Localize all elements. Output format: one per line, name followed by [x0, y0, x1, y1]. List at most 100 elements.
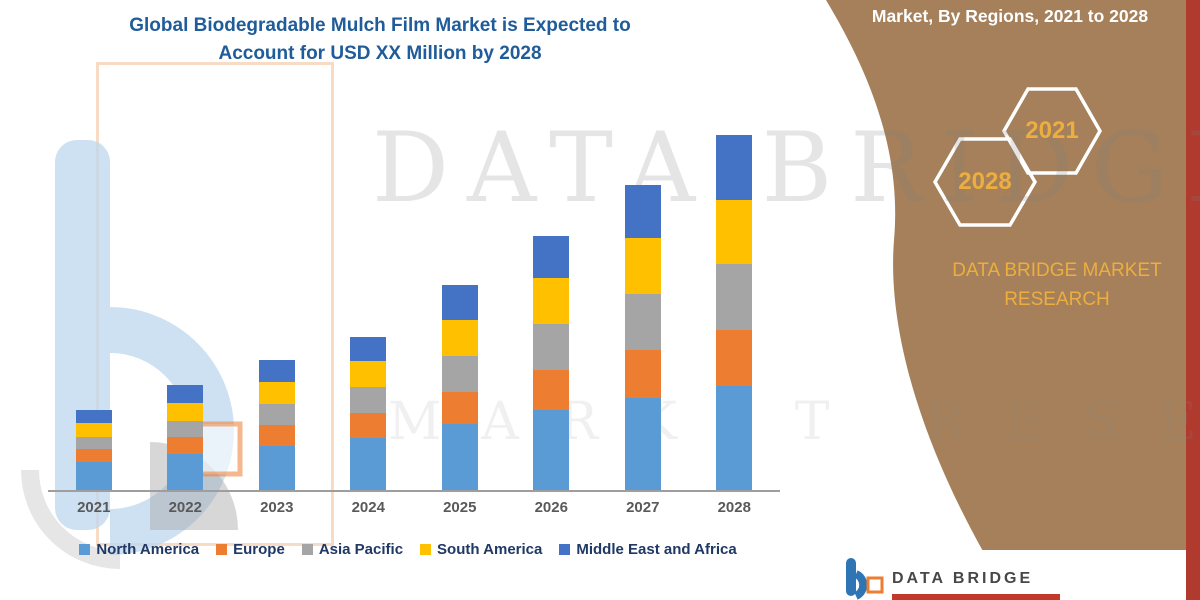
bar-2021: [75, 410, 112, 490]
hexagon-2021-icon: [1001, 87, 1103, 175]
legend-swatch-icon: [420, 544, 432, 555]
bar-segment-north-america: [350, 438, 387, 490]
bar-segment-middle-east-and-africa: [624, 185, 661, 238]
brand-text: DATA BRIDGE MARKET RESEARCH: [928, 256, 1186, 315]
legend-label: North America: [96, 541, 200, 558]
data-bridge-logo-icon: [846, 558, 884, 600]
legend-item-middle-east-and-africa: Middle East and Africa: [559, 541, 737, 558]
bar-segment-asia-pacific: [624, 294, 661, 350]
legend-label: Middle East and Africa: [576, 541, 737, 558]
legend-item-north-america: North America: [79, 541, 199, 558]
stacked-bar-chart: 2021 2022 2023 2024 2025 2026 2027 2028: [48, 128, 780, 516]
x-axis-label-2022: 2022: [168, 499, 202, 516]
bar-2028: [716, 135, 753, 490]
bar-segment-north-america: [624, 398, 661, 490]
bar-segment-south-america: [624, 238, 661, 294]
footer-brand-text: DATA BRIDGE: [892, 570, 1034, 587]
legend-swatch-icon: [216, 544, 228, 555]
chart-title-line2: Account for USD XX Million by 2028: [218, 42, 542, 64]
bar-segment-south-america: [716, 200, 753, 264]
legend-item-south-america: South America: [420, 541, 542, 558]
bar-segment-europe: [167, 437, 204, 454]
bar-segment-south-america: [350, 361, 387, 387]
legend-label: South America: [437, 541, 543, 558]
bar-2024: [350, 337, 387, 490]
bar-segment-asia-pacific: [167, 421, 204, 437]
bar-segment-south-america: [441, 320, 478, 356]
bar-column-2024: [323, 337, 415, 490]
legend-swatch-icon: [79, 544, 91, 555]
bar-segment-europe: [75, 449, 112, 462]
bar-segment-europe: [258, 425, 295, 446]
bar-column-2028: [689, 135, 781, 490]
bar-segment-asia-pacific: [75, 437, 112, 449]
bar-segment-europe: [441, 392, 478, 424]
bar-segment-south-america: [167, 403, 204, 421]
hexagon-year-2028: 2028: [958, 168, 1012, 195]
bar-segment-asia-pacific: [258, 404, 295, 425]
footer-tagline-strip: [892, 594, 1060, 600]
bar-2027: [624, 185, 661, 490]
bar-segment-europe: [716, 330, 753, 386]
bar-column-2027: [597, 185, 689, 490]
bar-segment-middle-east-and-africa: [258, 360, 295, 382]
x-axis-label-2023: 2023: [260, 499, 294, 516]
bar-segment-middle-east-and-africa: [350, 337, 387, 361]
bar-segment-middle-east-and-africa: [441, 285, 478, 320]
bar-column-2025: [414, 285, 506, 490]
bar-segment-europe: [624, 350, 661, 398]
bar-column-2026: [506, 236, 598, 490]
bar-2023: [258, 360, 295, 490]
watermark-text-secondary: MARKET RESEARCH: [388, 392, 1200, 452]
brand-text-line2: RESEARCH: [1004, 289, 1110, 311]
hexagon-year-2021: 2021: [1025, 117, 1079, 144]
chart-legend: North America Europe Asia Pacific South Ame…: [36, 541, 780, 558]
x-axis-labels: 2021 2022 2023 2024 2025 2026 2027 2028: [48, 499, 780, 516]
watermark-text-primary: DATA BRIDGE: [372, 112, 1200, 224]
bar-column-2022: [140, 385, 232, 490]
bar-column-2023: [231, 360, 323, 490]
bar-segment-asia-pacific: [350, 387, 387, 413]
legend-label: Europe: [233, 541, 285, 558]
bar-segment-south-america: [258, 382, 295, 404]
panel-heading: Market, By Regions, 2021 to 2028: [871, 6, 1149, 26]
bar-2025: [441, 285, 478, 490]
legend-item-asia-pacific: Asia Pacific: [301, 541, 404, 558]
bar-segment-europe: [533, 370, 570, 410]
bar-segment-middle-east-and-africa: [533, 236, 570, 278]
legend-swatch-icon: [559, 544, 571, 555]
x-axis-label-2026: 2026: [534, 499, 568, 516]
bar-segment-south-america: [75, 423, 112, 437]
bar-segment-north-america: [258, 446, 295, 490]
x-axis-label-2024: 2024: [351, 499, 385, 516]
bar-segment-north-america: [533, 410, 570, 490]
x-axis-label-2021: 2021: [77, 499, 111, 516]
bar-segment-north-america: [441, 424, 478, 490]
footer-logo-band: DATA BRIDGE: [820, 550, 1186, 600]
legend-item-europe: Europe: [216, 541, 285, 558]
bar-segment-europe: [350, 413, 387, 438]
bar-segment-north-america: [167, 454, 204, 490]
bar-2022: [167, 385, 204, 490]
chart-title-line1: Global Biodegradable Mulch Film Market i…: [129, 15, 631, 36]
bar-segment-north-america: [716, 386, 753, 490]
bar-segment-north-america: [75, 462, 112, 490]
legend-swatch-icon: [301, 544, 313, 555]
bar-segment-south-america: [533, 278, 570, 324]
bar-segment-asia-pacific: [441, 356, 478, 392]
plot-area: [48, 128, 780, 492]
x-axis-label-2028: 2028: [717, 499, 751, 516]
bar-column-2021: [48, 410, 140, 490]
bar-segment-middle-east-and-africa: [167, 385, 204, 403]
legend-label: Asia Pacific: [318, 541, 404, 558]
right-edge-strip: [1186, 0, 1200, 600]
bar-segment-asia-pacific: [716, 264, 753, 330]
bar-segment-asia-pacific: [533, 324, 570, 370]
bar-2026: [533, 236, 570, 490]
chart-title: Global Biodegradable Mulch Film Market i…: [40, 12, 720, 67]
bar-segment-middle-east-and-africa: [716, 135, 753, 200]
bar-segment-middle-east-and-africa: [75, 410, 112, 423]
x-axis-label-2027: 2027: [626, 499, 660, 516]
